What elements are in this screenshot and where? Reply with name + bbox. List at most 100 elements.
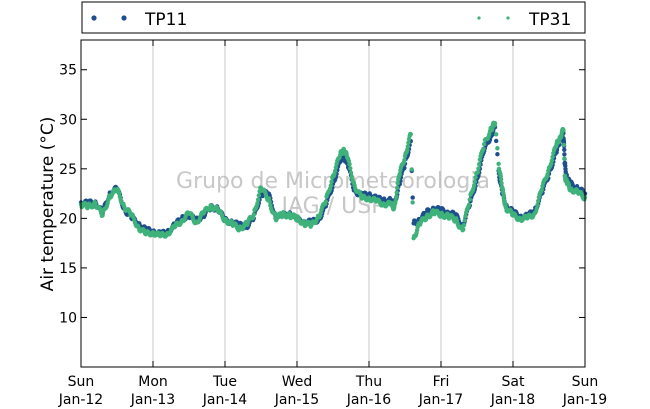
x-tick-day-3: Wed (282, 374, 313, 390)
point-TP31-37 (105, 201, 110, 206)
point-TP31-384 (348, 166, 353, 171)
point-TP31-671 (536, 198, 541, 204)
x-tick-day-1: Mon (138, 374, 168, 390)
plot-frame (80, 39, 586, 368)
x-tick-date-6: Jan-18 (490, 392, 535, 408)
point-TP31-239 (250, 215, 256, 221)
point-TP31-348 (329, 179, 334, 184)
point-TP31-246 (255, 197, 261, 202)
y-tick-label-30: 30 (59, 112, 77, 128)
point-TP31-569 (471, 183, 477, 188)
point-TP31-557 (463, 213, 468, 219)
point-TP31-614 (499, 180, 504, 186)
x-tick-date-4: Jan-16 (346, 392, 392, 408)
point-TP31-577 (477, 157, 483, 162)
point-TP31-461 (397, 171, 403, 177)
point-TP31-691 (550, 154, 555, 160)
point-TP31-717 (561, 142, 567, 148)
point-TP31-563 (467, 197, 472, 202)
y-axis-title: Air temperature (°C) (38, 117, 58, 292)
point-TP31-482 (410, 200, 415, 205)
y-tick-label-35: 35 (59, 63, 77, 79)
point-TP11-723 (562, 152, 567, 157)
point-TP31-261 (266, 196, 272, 201)
point-TP31-606 (496, 161, 501, 167)
point-TP31-613 (498, 177, 504, 182)
point-TP31-582 (481, 146, 486, 152)
x-tick-day-5: Fri (433, 374, 450, 390)
point-TP31-320 (309, 223, 314, 228)
point-TP31-475 (405, 144, 411, 149)
point-TP11-482 (410, 195, 415, 200)
y-tick-label-10: 10 (59, 310, 77, 326)
point-TP31-53 (116, 191, 122, 196)
data-points (78, 120, 588, 241)
legend-marker-TP11-0 (91, 15, 97, 21)
x-tick-date-1: Jan-13 (130, 392, 175, 408)
point-TP31-576 (476, 161, 482, 167)
point-TP31-240 (251, 212, 256, 217)
x-tick-date-5: Jan-17 (418, 392, 463, 408)
legend-label-TP31: TP31 (528, 10, 571, 30)
point-TP31-456 (395, 185, 400, 190)
point-TP31-476 (406, 140, 411, 145)
point-TP31-340 (323, 199, 328, 204)
point-TP31-605 (495, 146, 500, 151)
x-tick-day-6: Sat (502, 374, 525, 390)
x-tick-day-7: Sun (572, 374, 599, 390)
point-TP31-383 (347, 162, 352, 167)
point-TP31-574 (475, 170, 480, 175)
point-TP31-385 (348, 170, 354, 175)
y-tick-label-15: 15 (59, 261, 77, 277)
point-TP31-20 (93, 201, 98, 206)
x-tick-date-3: Jan-15 (274, 392, 319, 408)
point-TP31-453 (393, 198, 398, 203)
y-tick-label-20: 20 (59, 211, 77, 227)
plot-area (81, 40, 585, 367)
point-TP31-556 (462, 218, 467, 223)
x-tick-date-0: Jan-12 (58, 392, 103, 408)
point-TP31-571 (473, 175, 478, 180)
point-TP31-454 (394, 194, 399, 200)
x-tick-date-7: Jan-19 (562, 392, 607, 408)
point-TP11-605 (495, 152, 500, 157)
x-tick-date-2: Jan-14 (202, 392, 248, 408)
point-TP31-690 (549, 158, 555, 163)
x-axis: Sun Jan-12 Mon Jan-13 Tue Jan-14 Wed Jan-15 Thu J… (58, 40, 607, 408)
point-TP31-583 (482, 141, 487, 147)
point-TP31-269 (272, 211, 277, 217)
x-tick-day-2: Tue (212, 374, 237, 390)
point-TP31-30 (100, 213, 105, 218)
legend-marker-TP11-1 (121, 15, 127, 21)
point-TP11-722 (562, 147, 567, 152)
point-TP31-603 (492, 121, 498, 126)
point-TP31-455 (394, 190, 399, 195)
y-tick-label-25: 25 (59, 162, 77, 178)
point-TP31-480 (408, 131, 413, 137)
point-TP31-620 (501, 194, 506, 199)
point-TP31-245 (255, 201, 260, 206)
legend: TP11 TP31 (91, 10, 571, 30)
point-TP31-604 (494, 132, 499, 137)
legend-marker-TP31-0 (477, 16, 481, 20)
legend-label-TP11: TP11 (144, 10, 187, 30)
x-tick-day-4: Thu (355, 374, 382, 390)
point-TP31-457 (395, 181, 400, 186)
point-TP31-670 (535, 202, 540, 208)
point-TP31-555 (461, 222, 467, 228)
series-TP31 (78, 120, 588, 241)
gridlines (152, 40, 514, 367)
x-tick-day-0: Sun (68, 374, 95, 390)
legend-marker-TP31-1 (506, 16, 510, 20)
point-TP31-353 (332, 168, 338, 174)
point-TP31-562 (466, 202, 472, 207)
point-TP31-354 (333, 165, 339, 170)
point-TP31-262 (267, 199, 272, 204)
point-TP31-481 (409, 167, 414, 172)
legend-box (81, 1, 586, 34)
point-TP31-570 (472, 179, 478, 184)
point-TP11-604 (494, 138, 499, 144)
point-TP31-469 (402, 157, 407, 163)
y-axis: 10 15 20 25 30 35 (59, 63, 585, 326)
